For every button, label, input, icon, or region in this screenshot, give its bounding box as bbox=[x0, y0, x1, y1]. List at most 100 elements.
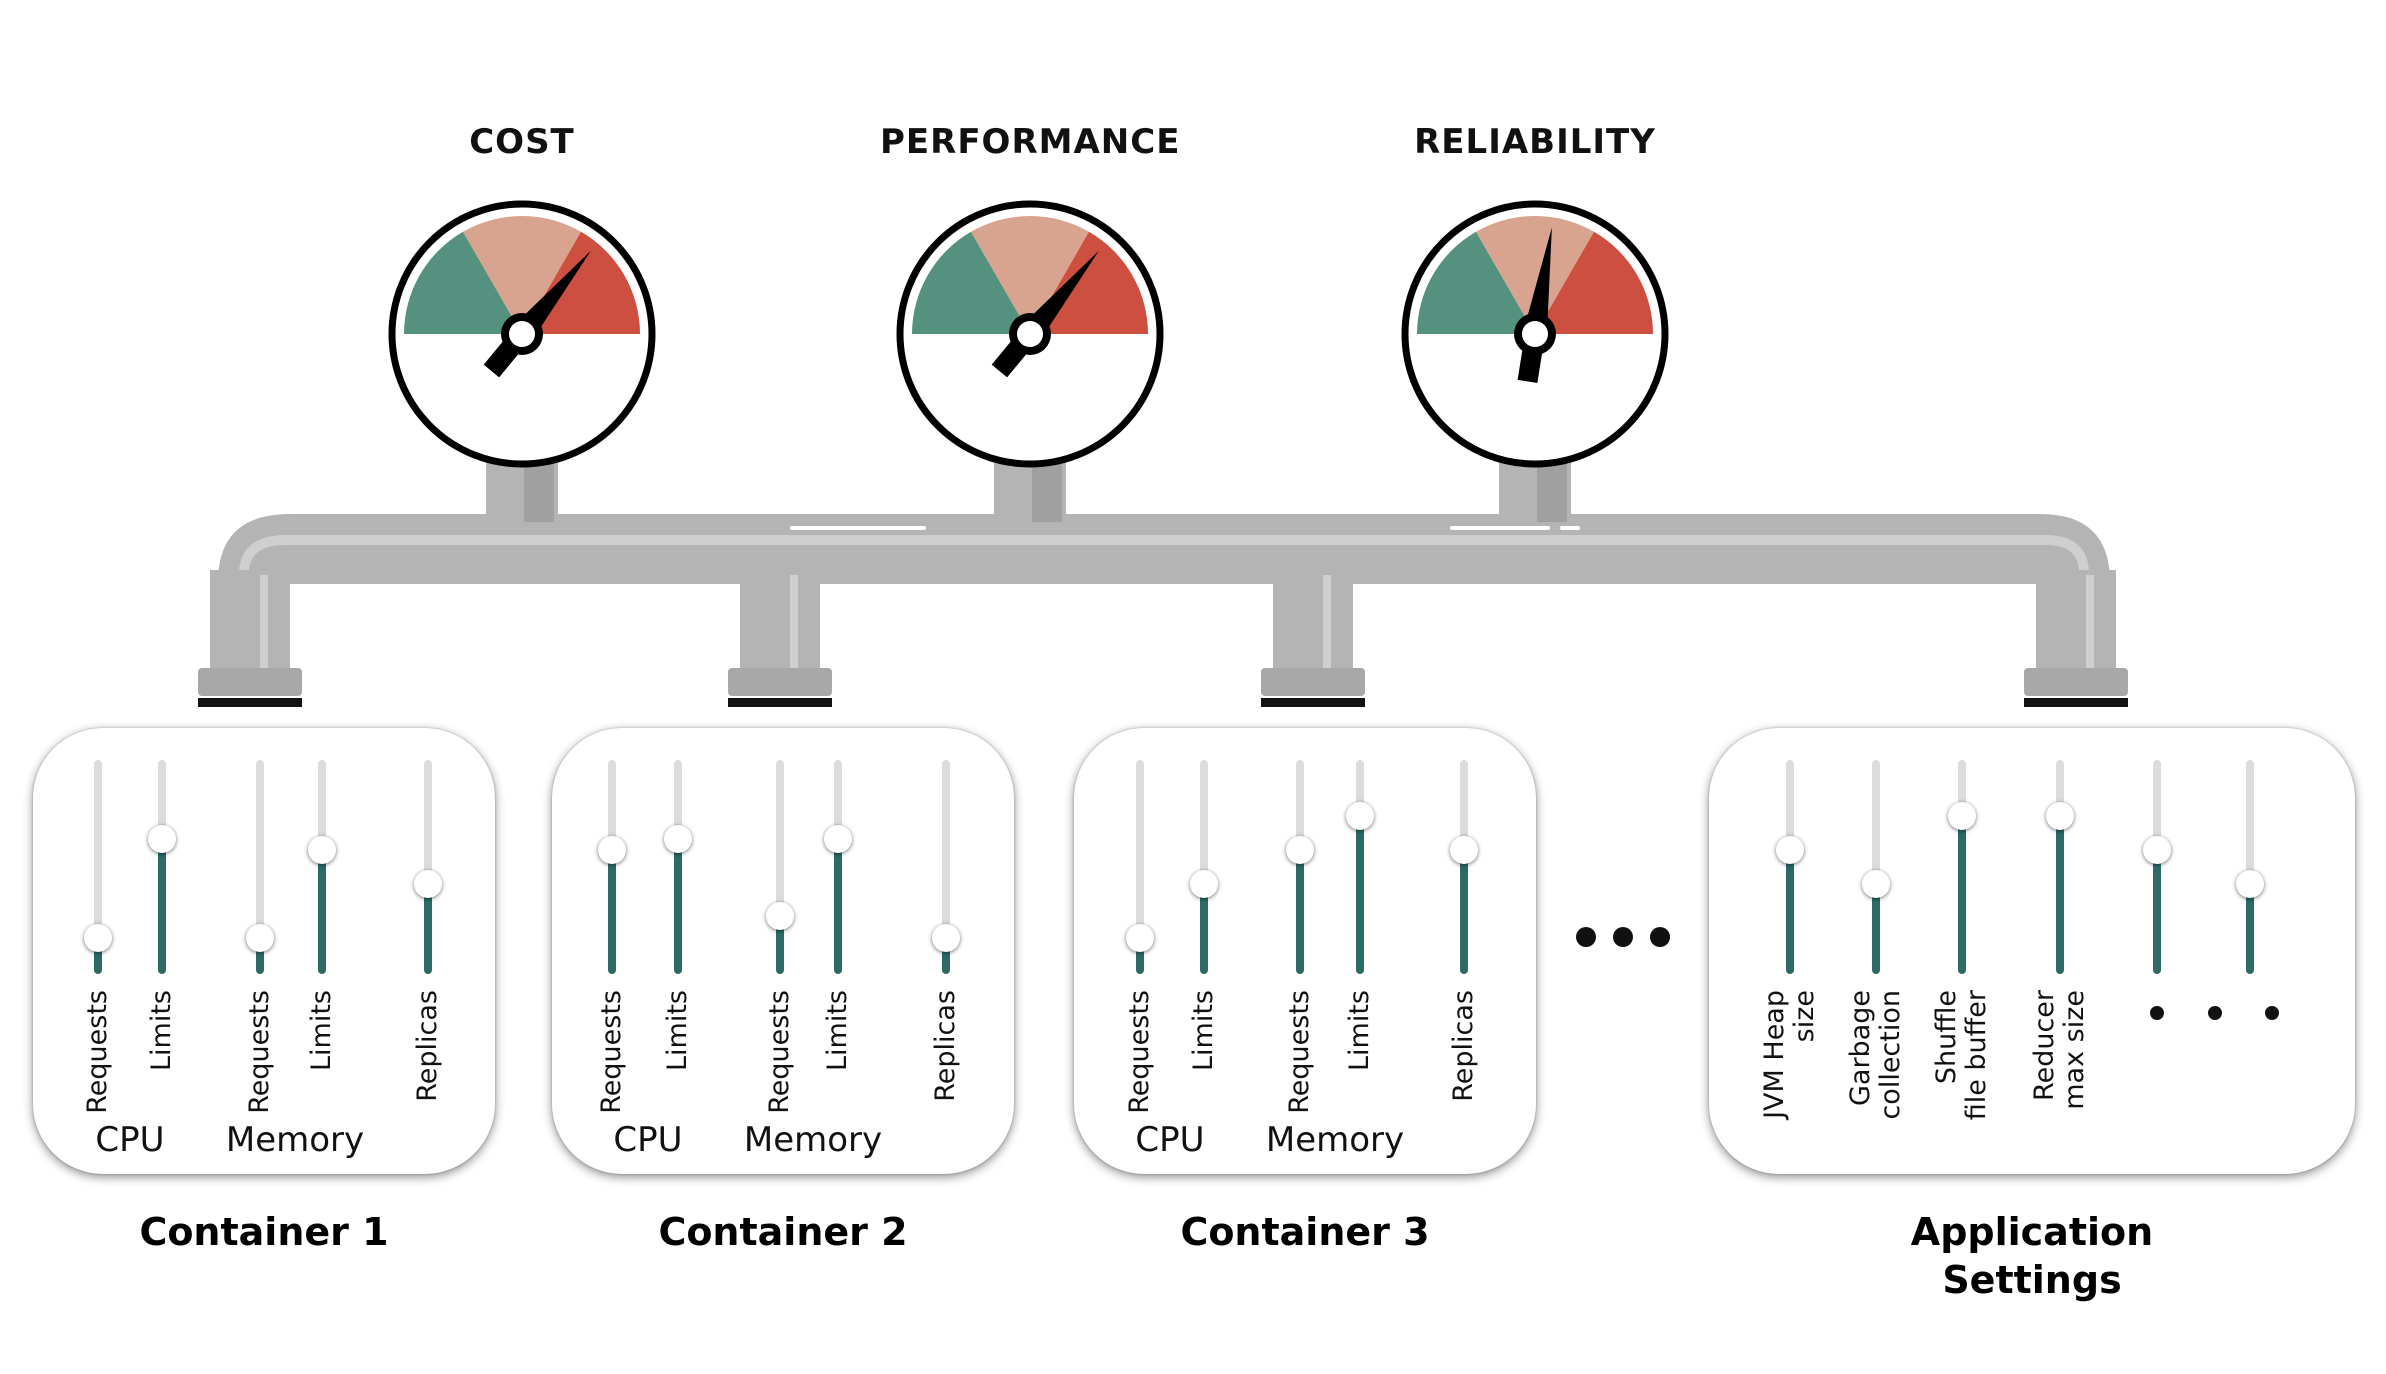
gauge-zone-green bbox=[404, 231, 522, 334]
slider[interactable] bbox=[147, 760, 177, 974]
slider-label-text: Replicas bbox=[1448, 990, 1479, 1102]
slider-track bbox=[1200, 760, 1208, 974]
slider-knob[interactable] bbox=[1862, 870, 1890, 899]
slider-label-text: Requests bbox=[1124, 990, 1155, 1114]
slider-knob[interactable] bbox=[1776, 835, 1804, 864]
slider-fill bbox=[256, 937, 264, 974]
slider-label-line: Limits bbox=[306, 990, 337, 1071]
slider-knob[interactable] bbox=[1190, 870, 1218, 899]
pipe-highlight bbox=[239, 535, 2089, 575]
slider-label-text: Requests bbox=[82, 990, 113, 1114]
gauge-title-reliability: RELIABILITY bbox=[1414, 122, 1656, 162]
slider[interactable] bbox=[413, 760, 443, 974]
slider[interactable] bbox=[1861, 760, 1891, 974]
slider[interactable] bbox=[1947, 760, 1977, 974]
ellipsis-dot bbox=[2150, 1006, 2164, 1020]
manifold-pipe bbox=[218, 514, 2110, 672]
gauge-zone-pink bbox=[971, 215, 1089, 334]
slider-knob[interactable] bbox=[1450, 835, 1478, 864]
slider-track bbox=[1872, 760, 1880, 974]
slider-label-line: Garbage bbox=[1845, 990, 1876, 1107]
slider[interactable] bbox=[765, 760, 795, 974]
slider-fill bbox=[1296, 849, 1304, 974]
gauge-stem-shade bbox=[1537, 462, 1567, 522]
slider[interactable] bbox=[1125, 760, 1155, 974]
slider-track bbox=[1136, 760, 1144, 974]
gauge-title-performance: PERFORMANCE bbox=[880, 122, 1181, 162]
panel-title-line: Container 1 bbox=[139, 1210, 389, 1254]
slider-fill bbox=[318, 849, 326, 974]
memory-group-label: Memory bbox=[743, 1120, 883, 1160]
pipe-stem-highlight bbox=[260, 575, 268, 671]
slider[interactable] bbox=[597, 760, 627, 974]
ellipsis-dot bbox=[1576, 927, 1596, 947]
slider-fill bbox=[1958, 815, 1966, 974]
panel-title-line: Application bbox=[1910, 1210, 2154, 1254]
slider[interactable] bbox=[1345, 760, 1375, 974]
slider-track bbox=[424, 760, 432, 974]
pipe-flange-base bbox=[728, 698, 832, 707]
slider-fill bbox=[1460, 849, 1468, 974]
ellipsis-dot bbox=[1613, 927, 1633, 947]
gauge-zone-pink bbox=[1476, 215, 1594, 334]
slider[interactable] bbox=[1775, 760, 1805, 974]
slider-knob[interactable] bbox=[824, 825, 852, 854]
slider[interactable] bbox=[2142, 760, 2172, 974]
slider-knob[interactable] bbox=[1948, 801, 1976, 830]
slider[interactable] bbox=[823, 760, 853, 974]
slider-knob[interactable] bbox=[766, 902, 794, 931]
slider[interactable] bbox=[931, 760, 961, 974]
slider-knob[interactable] bbox=[1286, 835, 1314, 864]
slider-knob[interactable] bbox=[598, 835, 626, 864]
slider-knob[interactable] bbox=[2143, 835, 2171, 864]
slider-label-text: Requests bbox=[244, 990, 275, 1114]
slider-knob[interactable] bbox=[932, 923, 960, 952]
slider-label-line: Requests bbox=[596, 990, 627, 1114]
slider-knob[interactable] bbox=[414, 870, 442, 899]
slider-knob[interactable] bbox=[308, 835, 336, 864]
application-settings-title: Application Settings bbox=[1772, 1208, 2292, 1304]
slider[interactable] bbox=[2045, 760, 2075, 974]
slider-label-line: size bbox=[1789, 990, 1820, 1043]
slider-knob[interactable] bbox=[1346, 801, 1374, 830]
memory-group-label: Memory bbox=[225, 1120, 365, 1160]
pipe-glint bbox=[1560, 526, 1580, 530]
gauge-stem-shade bbox=[524, 462, 554, 522]
slider-label-line: Limits bbox=[662, 990, 693, 1071]
slider[interactable] bbox=[307, 760, 337, 974]
panel-title-line: Container 2 bbox=[658, 1210, 908, 1254]
slider-knob[interactable] bbox=[1126, 923, 1154, 952]
pipe-stem-highlight bbox=[790, 575, 798, 671]
slider-knob[interactable] bbox=[2236, 870, 2264, 899]
slider-knob[interactable] bbox=[84, 923, 112, 952]
slider-track bbox=[942, 760, 950, 974]
gauge-stem-shade bbox=[1032, 462, 1062, 522]
slider-knob[interactable] bbox=[664, 825, 692, 854]
slider-fill bbox=[1356, 815, 1364, 974]
slider[interactable] bbox=[1449, 760, 1479, 974]
gauge-zone-green bbox=[1417, 231, 1535, 334]
slider[interactable] bbox=[83, 760, 113, 974]
slider-label-line: Reducer bbox=[2029, 990, 2060, 1101]
slider-label-line: collection bbox=[1875, 990, 1906, 1120]
slider-knob[interactable] bbox=[2046, 801, 2074, 830]
panel-title-line: Container 3 bbox=[1180, 1210, 1430, 1254]
slider-fill bbox=[2056, 815, 2064, 974]
slider[interactable] bbox=[1189, 760, 1219, 974]
slider-label-text: Requests bbox=[1284, 990, 1315, 1114]
slider-label-line: Replicas bbox=[412, 990, 443, 1102]
pipe-flange bbox=[198, 668, 302, 696]
slider[interactable] bbox=[245, 760, 275, 974]
slider-knob[interactable] bbox=[148, 825, 176, 854]
gauge-hub-center bbox=[1522, 321, 1548, 347]
slider-knob[interactable] bbox=[246, 923, 274, 952]
slider-label-text: Shuffle file buffer bbox=[1931, 990, 1992, 1120]
slider-track bbox=[94, 760, 102, 974]
slider-label-text: Limits bbox=[306, 990, 337, 1071]
container-3-panel bbox=[1074, 728, 1536, 1174]
slider[interactable] bbox=[2235, 760, 2265, 974]
slider[interactable] bbox=[663, 760, 693, 974]
slider[interactable] bbox=[1285, 760, 1315, 974]
slider-label-text: Limits bbox=[662, 990, 693, 1071]
